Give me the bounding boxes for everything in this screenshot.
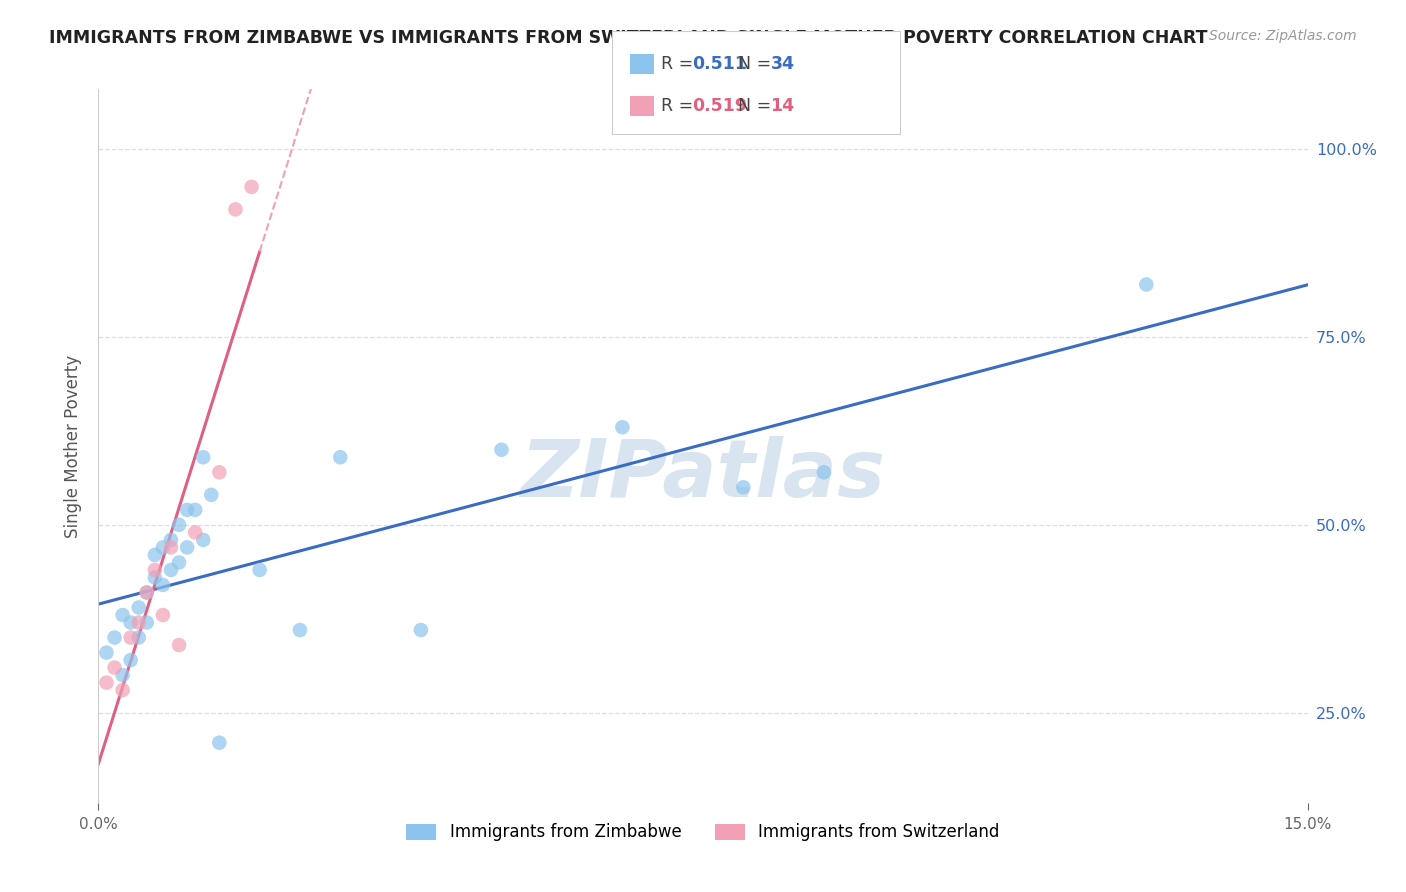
Point [167,556,190,570]
Text: 0.511: 0.511 [692,55,747,73]
Legend: Immigrants from Zimbabwe, Immigrants from Switzerland: Immigrants from Zimbabwe, Immigrants fro… [399,817,1007,848]
Point [143,570,166,584]
Point [1135,277,1157,292]
Text: 14: 14 [770,97,794,115]
Point [103,631,125,645]
Point [111,683,134,698]
Point [176,541,198,555]
Point [160,563,183,577]
Point [733,480,755,494]
Point [208,736,231,750]
Point [128,631,150,645]
Point [120,615,142,630]
Text: Source: ZipAtlas.com: Source: ZipAtlas.com [1209,29,1357,43]
Point [96,646,118,660]
Text: ZIPatlas: ZIPatlas [520,435,886,514]
Text: IMMIGRANTS FROM ZIMBABWE VS IMMIGRANTS FROM SWITZERLAND SINGLE MOTHER POVERTY CO: IMMIGRANTS FROM ZIMBABWE VS IMMIGRANTS F… [49,29,1208,46]
Point [329,450,352,465]
Point [143,563,166,577]
Point [111,607,134,622]
Point [200,488,222,502]
Point [167,517,190,532]
Point [152,578,174,592]
Point [128,600,150,615]
Point [491,442,513,457]
Point [135,585,157,599]
Point [813,465,835,479]
Text: 34: 34 [770,55,794,73]
Point [193,450,215,465]
Point [208,465,231,479]
Point [176,503,198,517]
Y-axis label: Single Mother Poverty: Single Mother Poverty [65,354,83,538]
Text: R =: R = [661,55,699,73]
Point [193,533,215,547]
Point [160,541,183,555]
Point [152,541,174,555]
Point [184,525,207,540]
Text: N =: N = [738,55,778,73]
Point [184,503,207,517]
Point [143,548,166,562]
Point [96,675,118,690]
Point [128,615,150,630]
Point [249,563,271,577]
Point [103,660,125,674]
Point [167,638,190,652]
Text: N =: N = [738,97,778,115]
Point [612,420,634,434]
Point [409,623,432,637]
Point [224,202,246,217]
Point [135,585,157,599]
Point [288,623,311,637]
Point [111,668,134,682]
Point [240,179,263,194]
Point [135,615,157,630]
Text: R =: R = [661,97,699,115]
Point [120,631,142,645]
Point [120,653,142,667]
Point [160,533,183,547]
Text: 0.519: 0.519 [692,97,747,115]
Point [152,607,174,622]
